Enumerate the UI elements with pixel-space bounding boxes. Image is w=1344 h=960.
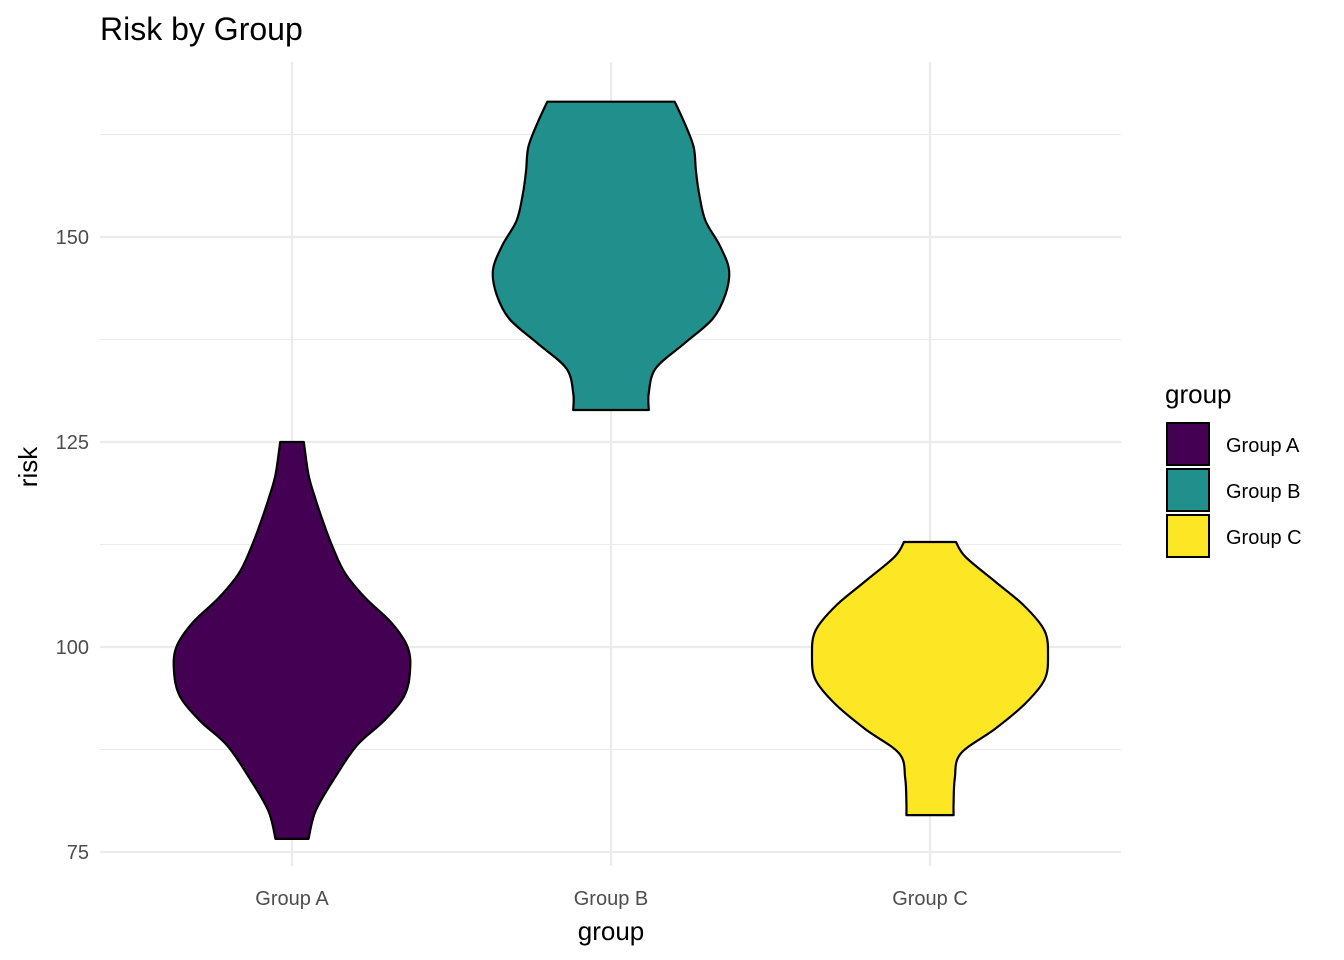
legend-items: Group A Group B Group C [1166,422,1302,558]
legend-label: Group C [1226,527,1302,549]
legend-label: Group B [1226,481,1300,503]
y-tick-label: 150 [56,227,89,249]
legend-swatch [1166,422,1210,466]
x-tick-label: Group C [892,888,968,910]
legend-title: group [1165,379,1232,409]
x-axis-ticks: Group A Group B Group C [255,888,967,910]
chart-title: Risk by Group [100,11,303,47]
x-tick-label: Group B [574,888,648,910]
y-tick-label: 75 [67,842,89,864]
violin-layer [172,100,1050,840]
legend-swatch [1166,514,1210,558]
y-tick-label: 125 [56,432,89,454]
y-tick-label: 100 [56,637,89,659]
violin-group-c [810,540,1050,817]
violin-group-a [172,440,412,840]
y-axis-title: risk [13,446,43,487]
violin-group-b [491,100,731,412]
y-axis-ticks: 75 100 125 150 [56,227,89,864]
legend-swatch [1166,468,1210,512]
legend: group Group A Group B Group C [1165,379,1302,558]
x-tick-label: Group A [255,888,329,910]
legend-label: Group A [1226,435,1300,457]
x-axis-title: group [578,916,645,946]
